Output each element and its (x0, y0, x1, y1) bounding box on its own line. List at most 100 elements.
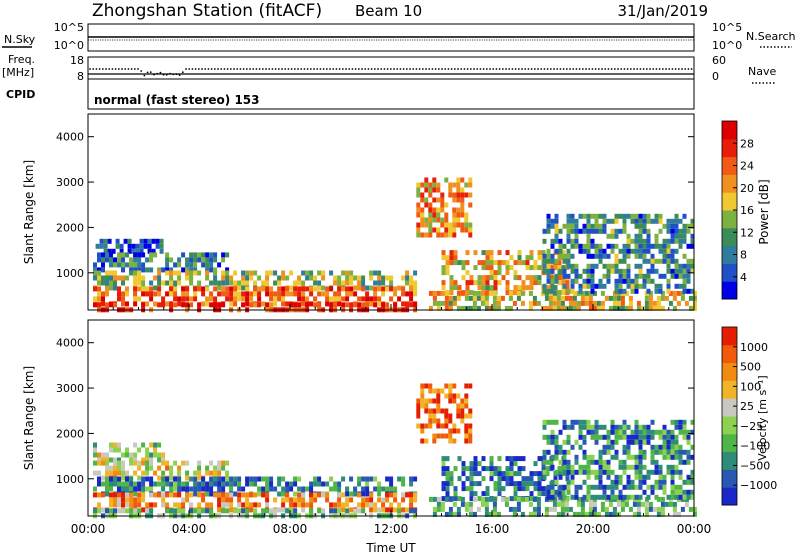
heatmap-cell (436, 398, 441, 404)
heatmap-cell (229, 497, 234, 503)
nave-point (357, 68, 360, 70)
heatmap-cell (537, 476, 542, 482)
heatmap-cell (444, 177, 449, 183)
heatmap-cell (145, 465, 150, 471)
heatmap-cell (448, 511, 453, 517)
heatmap-cell (642, 228, 647, 234)
heatmap-cell (133, 508, 138, 514)
heatmap-cell (488, 290, 493, 296)
heatmap-cell (125, 486, 129, 492)
heatmap-cell (285, 301, 290, 307)
velocity-ylabel: Slant Range [km] (22, 366, 36, 470)
heatmap-cell (105, 270, 109, 276)
heatmap-cell (205, 502, 210, 508)
heatmap-cell (189, 257, 194, 263)
heatmap-cell (666, 454, 671, 460)
heatmap-cell (692, 300, 697, 306)
heatmap-cell (173, 280, 178, 286)
heatmap-cell (690, 218, 695, 224)
heatmap-cell (678, 444, 683, 450)
heatmap-cell (517, 260, 522, 266)
heatmap-cell (181, 508, 186, 514)
colorbar-segment (722, 210, 737, 229)
heatmap-cell (361, 286, 366, 292)
heatmap-cell (614, 258, 619, 264)
heatmap-cell (321, 285, 326, 291)
heatmap-cell (521, 481, 526, 487)
heatmap-cell (576, 511, 581, 517)
heatmap-cell (313, 275, 318, 281)
heatmap-cell (157, 302, 162, 308)
heatmap-cell (686, 429, 691, 435)
nave-point (95, 68, 98, 70)
heatmap-cell (532, 496, 537, 502)
heatmap-cell (233, 301, 238, 307)
heatmap-cell (550, 288, 555, 294)
heatmap-cell (600, 501, 605, 507)
heatmap-cell (137, 270, 142, 276)
heatmap-cell (428, 398, 433, 404)
heatmap-cell (678, 454, 683, 460)
heatmap-cell (638, 243, 643, 249)
heatmap-cell (638, 464, 643, 470)
heatmap-cell (469, 476, 474, 482)
heatmap-cell (562, 484, 567, 490)
heatmap-cell (674, 444, 679, 450)
heatmap-cell (662, 434, 667, 440)
heatmap-cell (594, 419, 599, 425)
heatmap-cell (117, 262, 121, 268)
heatmap-cell (546, 268, 551, 274)
heatmap-cell (428, 388, 433, 394)
heatmap-cell (169, 286, 174, 292)
nave-point (565, 68, 568, 70)
heatmap-cell (345, 291, 350, 297)
nave-point (636, 68, 639, 70)
heatmap-cell (245, 481, 250, 487)
heatmap-cell (666, 444, 671, 450)
heatmap-cell (361, 508, 366, 514)
heatmap-cell (554, 419, 559, 425)
heatmap-cell (549, 275, 554, 281)
heatmap-cell (481, 275, 486, 281)
heatmap-cell (542, 258, 547, 264)
heatmap-cell (618, 474, 623, 480)
heatmap-cell (557, 275, 562, 281)
heatmap-cell (261, 492, 266, 498)
heatmap-cell (674, 223, 679, 229)
heatmap-cell (185, 262, 190, 268)
heatmap-cell (289, 302, 294, 308)
heatmap-cell (297, 280, 302, 286)
heatmap-cell (353, 486, 358, 492)
heatmap-cell (602, 248, 607, 254)
heatmap-cell (289, 270, 294, 276)
nave-point (332, 68, 335, 70)
heatmap-cell (444, 383, 449, 389)
heatmap-cell (546, 419, 551, 425)
heatmap-cell (476, 290, 481, 296)
heatmap-cell (680, 295, 685, 301)
heatmap-cell (464, 501, 469, 507)
heatmap-cell (273, 291, 278, 297)
heatmap-cell (193, 481, 198, 487)
heatmap-cell (249, 291, 254, 297)
heatmap-cell (497, 481, 502, 487)
heatmap-cell (561, 250, 566, 256)
heatmap-cell (562, 283, 567, 289)
heatmap-cell (169, 465, 174, 471)
heatmap-cell (544, 295, 549, 301)
heatmap-cell (401, 497, 406, 503)
colorbar-tick-label: −500 (740, 459, 770, 472)
heatmap-cell (205, 481, 210, 487)
heatmap-cell (349, 507, 354, 513)
heatmap-cell (554, 469, 559, 475)
heatmap-cell (445, 255, 450, 261)
heatmap-cell (113, 497, 117, 503)
heatmap-cell (648, 305, 653, 311)
heatmap-cell (185, 470, 190, 476)
heatmap-cell (93, 447, 97, 453)
heatmap-cell (157, 291, 162, 297)
heatmap-cell (157, 481, 162, 487)
heatmap-cell (241, 486, 246, 492)
heatmap-cell (489, 260, 494, 266)
